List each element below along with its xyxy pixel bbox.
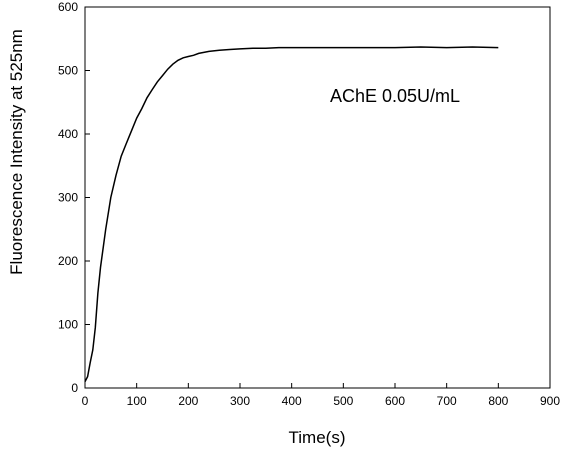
y-tick-label: 100 — [58, 318, 78, 332]
x-axis: 0 100 200 300 400 500 600 700 800 900 — [82, 383, 560, 408]
x-tick-label: 600 — [385, 394, 405, 408]
x-tick-label: 0 — [82, 394, 89, 408]
x-tick-label: 500 — [333, 394, 353, 408]
x-tick-label: 300 — [230, 394, 250, 408]
y-tick-label: 200 — [58, 254, 78, 268]
y-tick-label: 500 — [58, 64, 78, 78]
y-tick-label: 300 — [58, 191, 78, 205]
y-axis-title: Fluorescence Intensity at 525nm — [7, 29, 26, 275]
series-line — [84, 46, 499, 382]
x-tick-label: 200 — [178, 394, 198, 408]
x-tick-label: 700 — [437, 394, 457, 408]
x-tick-label: 100 — [127, 394, 147, 408]
x-tick-label: 900 — [540, 394, 560, 408]
y-tick-label: 600 — [58, 0, 78, 14]
y-axis: 0 100 200 300 400 500 600 — [58, 0, 90, 395]
plot-area — [84, 6, 551, 389]
annotation-label: AChE 0.05U/mL — [330, 86, 460, 106]
x-tick-label: 400 — [282, 394, 302, 408]
y-tick-label: 0 — [71, 381, 78, 395]
x-axis-title: Time(s) — [289, 428, 346, 447]
x-tick-label: 800 — [488, 394, 508, 408]
y-tick-label: 400 — [58, 127, 78, 141]
